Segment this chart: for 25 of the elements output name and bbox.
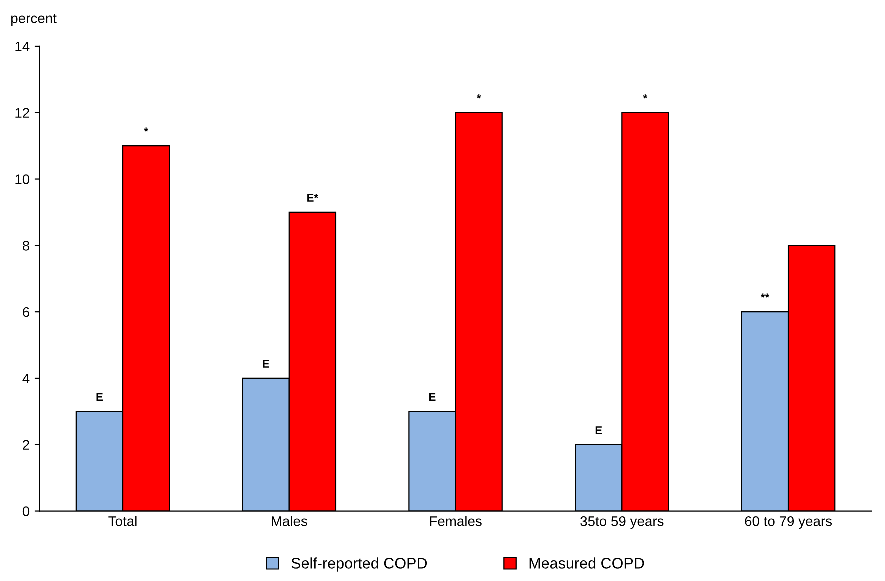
y-axis-title: percent — [12, 14, 57, 26]
data-label: E — [596, 426, 602, 434]
data-label: * — [476, 94, 482, 99]
data-label: E — [96, 393, 103, 402]
y-tick-label: 0 — [22, 506, 30, 516]
y-tick-label: 10 — [16, 174, 30, 184]
legend-label: Self-reported COPD — [292, 558, 428, 572]
y-tick-label: 8 — [22, 241, 30, 251]
y-tick-label: 2 — [23, 440, 30, 450]
data-label: ** — [760, 294, 770, 298]
data-label: E — [430, 393, 436, 402]
data-label: * — [643, 94, 648, 99]
x-tick-label: Males — [272, 516, 308, 526]
y-tick-label: 14 — [16, 42, 30, 52]
y-tick-label: 12 — [16, 108, 30, 118]
x-tick-label: 35to 59 years — [580, 516, 664, 530]
y-tick-label: 4 — [22, 374, 30, 384]
x-tick-label: Females — [430, 516, 482, 526]
x-tick-label: 60 to 79 years — [745, 516, 832, 530]
x-tick-label: Total — [108, 516, 137, 526]
y-tick-label: 6 — [23, 307, 30, 318]
data-label: E — [263, 360, 270, 368]
legend-label: Measured COPD — [530, 558, 644, 569]
data-label: E* — [308, 194, 319, 202]
data-label: * — [144, 128, 148, 132]
